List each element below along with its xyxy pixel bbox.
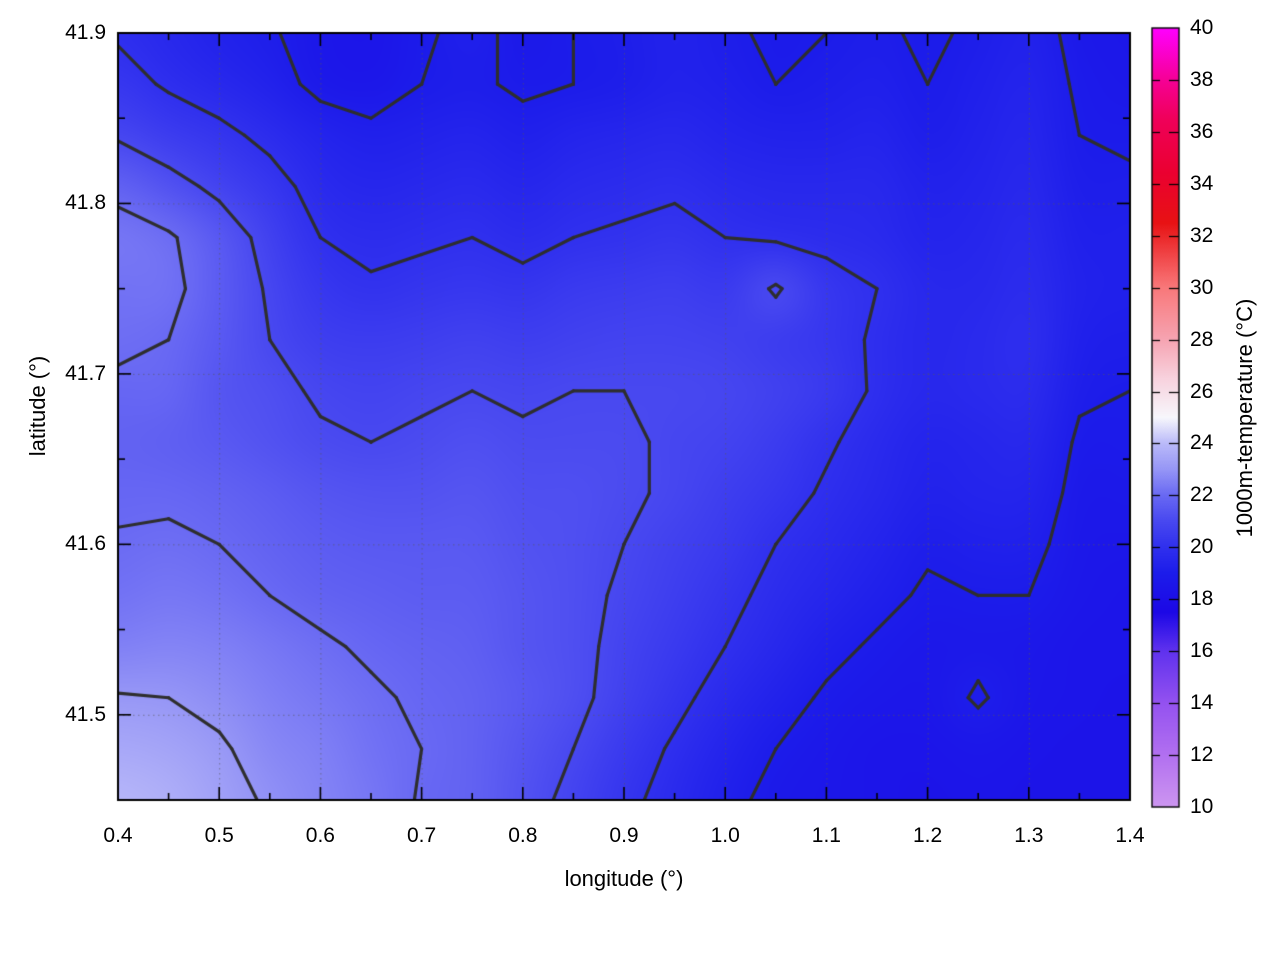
colorbar-tick-label: 36 [1190, 119, 1214, 143]
colorbar-tick-label: 20 [1190, 535, 1214, 559]
x-tick-label: 0.4 [103, 824, 133, 847]
colorbar-tick-label: 24 [1190, 431, 1214, 455]
y-tick-label: 41.5 [65, 702, 106, 726]
y-tick-label: 41.9 [65, 21, 106, 44]
y-tick-label: 41.8 [65, 191, 106, 215]
colorbar-tick-label: 30 [1190, 275, 1214, 299]
x-tick-label: 1.1 [811, 824, 841, 847]
colorbar-tick-label: 22 [1190, 483, 1214, 507]
colorbar-tick-label: 40 [1190, 16, 1214, 39]
y-tick-label: 41.6 [65, 532, 106, 556]
x-tick-label: 1.3 [1014, 824, 1044, 847]
colorbar-tick-label: 34 [1190, 171, 1214, 195]
colorbar-tick-label: 10 [1190, 795, 1214, 818]
colorbar-title: 1000m-temperature (°C) [1232, 298, 1257, 538]
x-tick-label: 1.2 [912, 824, 943, 847]
colorbar-tick-label: 14 [1190, 691, 1214, 715]
x-tick-label: 0.9 [609, 824, 639, 847]
x-axis-title: longitude (°) [564, 866, 684, 891]
x-tick-label: 0.8 [508, 824, 538, 847]
colorbar-tick-label: 38 [1190, 67, 1214, 91]
y-tick-label: 41.7 [65, 361, 106, 385]
colorbar-tick-label: 32 [1190, 223, 1214, 247]
x-tick-label: 1.0 [710, 824, 740, 847]
colorbar-tick-label: 26 [1190, 379, 1214, 403]
y-axis-title: latitude (°) [25, 355, 50, 457]
x-tick-label: 0.6 [305, 824, 335, 847]
colorbar-tick-label: 28 [1190, 327, 1214, 351]
colorbar-tick-label: 18 [1190, 587, 1214, 611]
colorbar-tick-label: 16 [1190, 639, 1214, 663]
x-tick-label: 0.5 [204, 824, 234, 847]
x-tick-label: 0.7 [406, 824, 437, 847]
x-tick-label: 1.4 [1115, 824, 1145, 847]
colorbar-tick-label: 12 [1190, 743, 1214, 767]
